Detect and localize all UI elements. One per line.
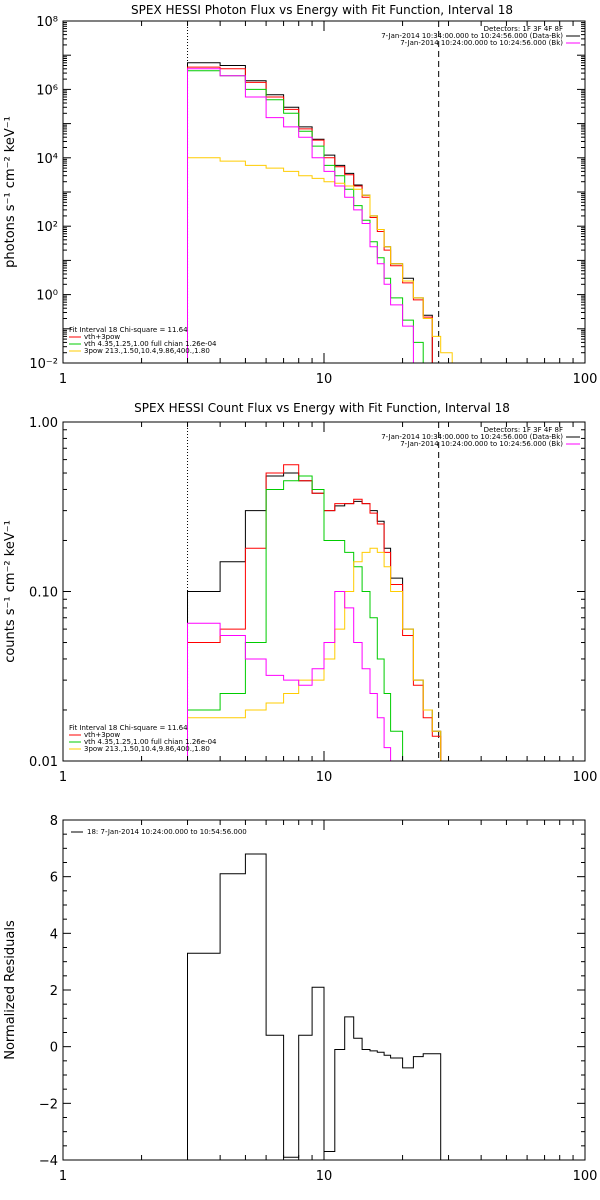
y-tick-label: 2 [50,984,58,999]
y-tick-label: 10² [36,220,58,235]
series-line [187,591,403,761]
x-tick-label: 1 [59,372,67,387]
series-group [187,62,476,363]
legend-top-entry: Detectors: 1F 3F 4F 8F [484,426,563,434]
y-tick-label: −2 [39,1097,58,1112]
legend-top-entry: 7-Jan-2014 10:24:00.000 to 10:24:56.000 … [400,39,563,47]
y-axis-label: counts s⁻¹ cm⁻² keV⁻¹ [3,520,18,663]
y-tick-label: 0.10 [29,586,58,601]
residuals-panel: 1 10 100 −4 −2 0 2 4 6 8 Normalized Residuals 18: 7… [3,814,597,1184]
x-tick-label: 100 [573,770,598,785]
count-flux-panel: SPEX HESSI Count Flux vs Energy with Fit… [3,401,597,785]
legend-top-entry: 7-Jan-2014 10:34:00.000 to 10:24:56.000 … [381,433,563,441]
chart-title: SPEX HESSI Count Flux vs Energy with Fit… [134,401,510,415]
y-tick-label: 8 [50,814,58,829]
y-tick-label: 10⁴ [36,152,58,167]
y-tick-label: 0 [50,1041,58,1056]
x-tick-label: 10 [316,770,333,785]
x-tick-label: 10 [316,372,333,387]
legend-top-entry: Detectors: 1F 3F 4F 8F [484,25,563,33]
photon-flux-panel: SPEX HESSI Photon Flux vs Energy with Fi… [3,3,597,387]
y-tick-label: 10⁰ [36,289,58,304]
legend-bottom-entry: Fit Interval 18 Chi-square = 11.64 [69,326,188,334]
y-axis-label: Normalized Residuals [3,920,18,1060]
series-line [187,853,442,1160]
series-line [187,547,442,761]
plot-frame [62,20,586,364]
x-tick-label: 1 [59,1169,67,1184]
legend-top-entry: 7-Jan-2014 10:34:00.000 to 10:24:56.000 … [381,32,563,40]
legend-bottom-entry: Fit Interval 18 Chi-square = 11.64 [69,724,188,732]
legend-bottom-entry: vth 4.35,1.25,1.00 full chian 1.26e-04 [84,738,217,746]
y-tick-label: 0.01 [29,755,58,770]
y-tick-label: 10⁻² [29,357,58,372]
series-group [187,464,442,761]
series-group [187,853,442,1160]
x-tick-label: 100 [573,372,598,387]
x-tick-label: 100 [573,1169,598,1184]
series-line [187,157,476,363]
legend-bottom-entry: vth+3pow [84,333,120,341]
series-line [187,66,433,363]
y-tick-label: −4 [39,1154,58,1169]
y-tick-label: 1.00 [29,416,58,431]
plot-frame [62,421,586,762]
series-line [187,475,414,761]
legend-bottom-entry: vth+3pow [84,731,120,739]
x-tick-label: 10 [316,1169,333,1184]
legend-top-entry: 7-Jan-2014 10:24:00.000 to 10:24:56.000 … [400,440,563,448]
series-line [187,68,414,363]
series-line [187,70,433,363]
y-tick-label: 10⁸ [36,15,58,30]
legend-entry: 18: 7-Jan-2014 10:24:00.000 to 10:54:56.… [87,828,247,836]
y-tick-label: 10⁶ [36,83,58,98]
series-line [187,62,433,363]
y-tick-label: 4 [50,927,58,942]
chart-title: SPEX HESSI Photon Flux vs Energy with Fi… [131,3,513,17]
legend-bottom-entry: 3pow 213.,1.50,10.4,9.86,400.,1.80 [84,745,210,753]
legend-bottom-entry: vth 4.35,1.25,1.00 full chian 1.26e-04 [84,340,217,348]
legend-bottom-entry: 3pow 213.,1.50,10.4,9.86,400.,1.80 [84,347,210,355]
y-tick-label: 6 [50,871,58,886]
x-tick-label: 1 [59,770,67,785]
y-axis-label: photons s⁻¹ cm⁻² keV⁻¹ [3,116,18,268]
